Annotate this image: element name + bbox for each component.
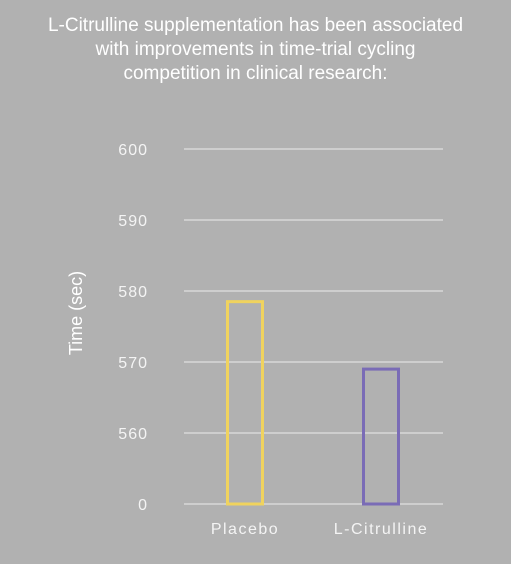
y-tick-label: 590 xyxy=(118,213,148,230)
y-tick-label: 560 xyxy=(118,426,148,443)
y-tick-label: 580 xyxy=(118,284,148,301)
bar-placebo xyxy=(226,300,264,506)
bar-l-citrulline xyxy=(362,367,400,506)
x-category-labels: Placebo L-Citrulline xyxy=(211,521,428,538)
title-line-3: competition in clinical research: xyxy=(123,63,388,84)
chart-title: L-Citrulline supplementation has been as… xyxy=(0,14,511,86)
title-line-2: with improvements in time-trial cycling xyxy=(95,39,416,60)
y-tick-labels: 0 560 570 580 590 600 xyxy=(118,142,148,514)
y-axis-title: Time (sec) xyxy=(66,271,86,355)
bars xyxy=(226,300,400,506)
x-category-label: L-Citrulline xyxy=(334,521,428,538)
y-tick-label: 0 xyxy=(138,497,148,514)
y-tick-label: 600 xyxy=(118,142,148,159)
x-category-label: Placebo xyxy=(211,521,279,538)
title-line-1: L-Citrulline supplementation has been as… xyxy=(47,15,464,36)
gridlines xyxy=(184,148,443,505)
y-tick-label: 570 xyxy=(118,355,148,372)
